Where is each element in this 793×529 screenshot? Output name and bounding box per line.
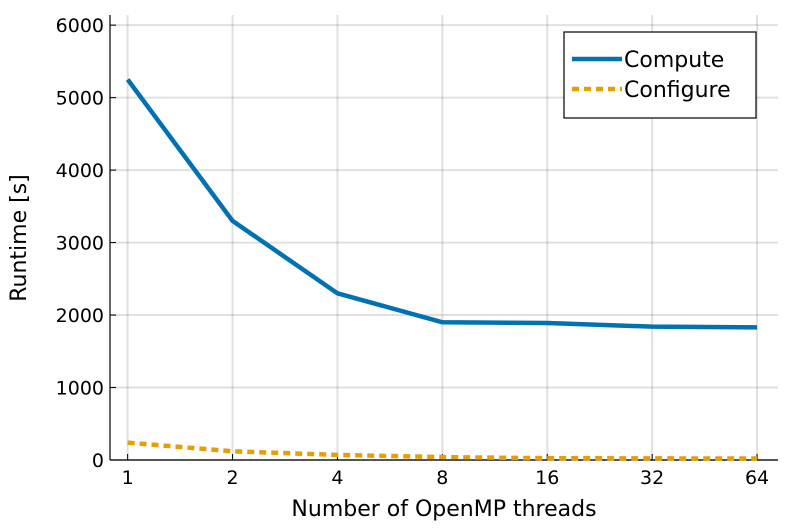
legend-label: Compute <box>624 48 724 73</box>
x-axis-label: Number of OpenMP threads <box>291 497 596 522</box>
x-tick-label: 32 <box>640 467 664 489</box>
x-tick-label: 8 <box>436 467 448 489</box>
y-tick-label: 3000 <box>56 233 104 255</box>
y-tick-label: 4000 <box>56 160 104 182</box>
legend-label: Configure <box>624 78 731 103</box>
series-line <box>127 440 758 461</box>
x-tick-label: 4 <box>331 467 343 489</box>
x-tick-label: 2 <box>226 467 238 489</box>
x-tick-label: 1 <box>122 467 134 489</box>
y-tick-label: 0 <box>92 450 104 472</box>
x-tick-label: 16 <box>535 467 559 489</box>
y-tick-label: 5000 <box>56 88 104 110</box>
y-axis-label: Runtime [s] <box>7 174 32 302</box>
series-line <box>125 78 758 330</box>
y-tick-label: 1000 <box>56 378 104 400</box>
x-tick-label: 64 <box>745 467 769 489</box>
y-tick-label: 6000 <box>56 15 104 37</box>
y-tick-label: 2000 <box>56 305 104 327</box>
legend-box <box>563 31 757 119</box>
